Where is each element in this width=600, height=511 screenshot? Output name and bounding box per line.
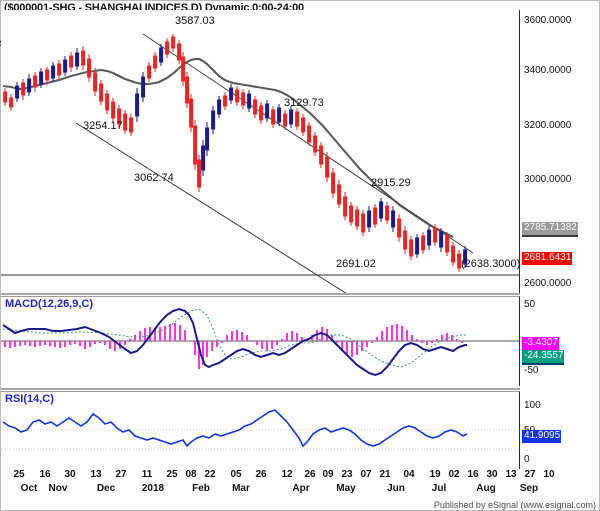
date-axis: 25 16 30 13 27 11 25 08 22 05 26 12 26 09 23 07 21 04 19 02… xyxy=(1,469,554,501)
date-tick-day: 16 xyxy=(467,469,479,480)
footer-attribution: Published by eSignal (www.esignal.com) xyxy=(433,500,596,510)
price-tick-3400: 3400.0000 xyxy=(524,65,572,76)
rsi-value-tag: 41.9095 xyxy=(522,430,562,443)
price-tick-3200: 3200.0000 xyxy=(524,120,572,131)
date-tick-day: 07 xyxy=(360,469,372,480)
date-tick-day: 10 xyxy=(543,469,555,480)
date-tick-day: 16 xyxy=(39,469,51,480)
date-tick-month: Oct xyxy=(20,483,38,494)
rsi-line xyxy=(2,409,468,448)
candlestick-series xyxy=(3,34,468,272)
annotation-2915: 2915.29 xyxy=(371,177,411,189)
date-tick-month: Nov xyxy=(48,483,68,494)
panel-divider-2 xyxy=(1,388,520,390)
annotation-3062: 3062.74 xyxy=(134,172,174,184)
date-tick-day: 19 xyxy=(429,469,441,480)
date-tick-day: 12 xyxy=(281,469,293,480)
date-tick-day: 08 xyxy=(185,469,197,480)
date-tick-month: 2018 xyxy=(141,483,165,494)
annotation-2638-projection: (2638.3000) xyxy=(461,258,521,270)
macd-line xyxy=(2,307,467,377)
price-panel[interactable] xyxy=(1,10,520,293)
date-tick-day: 27 xyxy=(115,469,127,480)
date-tick-day: 11 xyxy=(141,469,153,480)
panel-divider-1 xyxy=(1,293,520,295)
date-tick-month: Mar xyxy=(232,483,250,494)
date-tick-day: 05 xyxy=(230,469,242,480)
macd-panel[interactable] xyxy=(1,296,520,386)
date-tick-day: 22 xyxy=(204,469,216,480)
date-tick-month: May xyxy=(336,483,356,494)
date-tick-month: Apr xyxy=(292,483,310,494)
trendline-upper xyxy=(142,33,474,254)
macd-value-tag: -24.3557 xyxy=(522,350,565,365)
date-tick-day: 25 xyxy=(166,469,178,480)
macd-tick-neg50: -50 xyxy=(524,365,539,376)
date-tick-day: 13 xyxy=(90,469,102,480)
rsi-tick-100: 100 xyxy=(524,400,541,411)
date-tick-day: 21 xyxy=(379,469,391,480)
date-tick-day: 09 xyxy=(322,469,334,480)
date-tick-day: 13 xyxy=(505,469,517,480)
price-tick-2600: 2600.0000 xyxy=(524,278,572,289)
date-tick-day: 26 xyxy=(304,469,316,480)
annotation-3129: 3129.73 xyxy=(284,97,324,109)
price-axis[interactable]: 3600.0000 3400.0000 3200.0000 3000.0000 … xyxy=(521,0,600,511)
date-tick-day: 27 xyxy=(524,469,536,480)
date-tick-day: 02 xyxy=(448,469,460,480)
date-tick-month: Jun xyxy=(387,483,405,494)
price-tick-3000: 3000.0000 xyxy=(524,174,572,185)
annotation-3587: 3587.03 xyxy=(175,15,215,27)
date-tick-day: 30 xyxy=(64,469,76,480)
macd-chart-svg xyxy=(1,307,519,377)
date-tick-month: Sep xyxy=(519,483,539,494)
date-tick-day: 04 xyxy=(403,469,415,480)
date-tick-month: Feb xyxy=(192,483,210,494)
date-tick-day: 30 xyxy=(486,469,498,480)
date-tick-month: Dec xyxy=(96,483,116,494)
ma55-line xyxy=(2,57,454,238)
macd-histogram xyxy=(4,323,463,369)
price-chart-svg xyxy=(1,33,519,293)
date-tick-month: Jul xyxy=(431,483,447,494)
rsi-title: RSI(14,C) xyxy=(5,393,54,405)
rsi-chart-svg xyxy=(1,409,519,450)
ma-value-tag: 2785.71382 xyxy=(522,222,578,237)
annotation-2691: 2691.02 xyxy=(336,258,376,270)
trendline-lower xyxy=(75,122,347,293)
rsi-tick-0: 0 xyxy=(524,454,530,465)
annotation-3254: 3254.17 xyxy=(83,120,123,132)
rsi-panel[interactable] xyxy=(1,391,520,469)
last-price-tag: 2681.6431 xyxy=(522,252,573,265)
date-tick-month: Aug xyxy=(476,483,496,494)
macd-signal-tag: -3.4307 xyxy=(522,337,559,350)
date-tick-day: 23 xyxy=(341,469,353,480)
macd-tick-50: 50 xyxy=(524,299,536,310)
date-tick-day: 25 xyxy=(13,469,25,480)
price-tick-3600: 3600.0000 xyxy=(524,15,572,26)
macd-title: MACD(12,26,9,C) xyxy=(5,298,94,310)
date-tick-day: 26 xyxy=(255,469,267,480)
